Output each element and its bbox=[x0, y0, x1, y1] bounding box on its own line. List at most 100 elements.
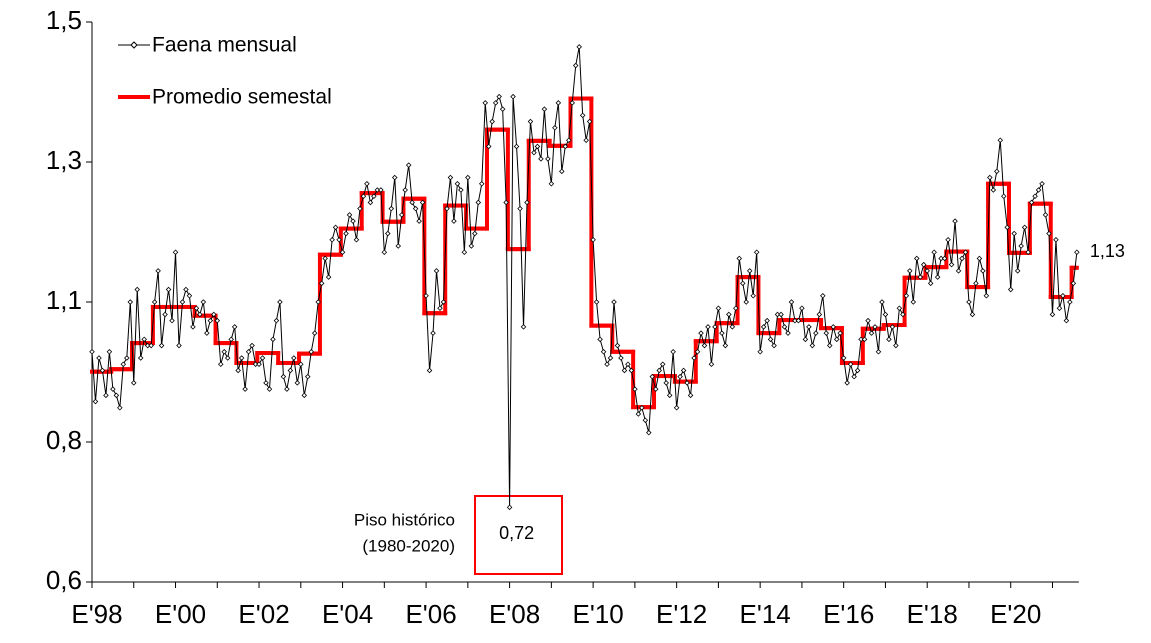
data-point bbox=[503, 199, 509, 206]
data-point bbox=[844, 380, 850, 386]
data-point bbox=[597, 336, 603, 343]
data-point bbox=[684, 380, 690, 386]
data-point bbox=[332, 224, 339, 231]
legend: Faena mensual Promedio semestal bbox=[118, 34, 332, 109]
data-point bbox=[764, 317, 770, 324]
data-point bbox=[545, 156, 551, 162]
data-point bbox=[802, 336, 809, 343]
data-point bbox=[722, 342, 729, 349]
data-point bbox=[141, 336, 147, 343]
data-point bbox=[973, 280, 979, 287]
data-point bbox=[513, 143, 520, 150]
data-point bbox=[1028, 199, 1035, 206]
data-point bbox=[451, 218, 457, 224]
annotation-box bbox=[474, 495, 563, 575]
data-point bbox=[485, 143, 492, 150]
data-point bbox=[659, 361, 666, 367]
data-point bbox=[433, 268, 440, 274]
data-point bbox=[517, 205, 523, 212]
data-point bbox=[506, 504, 513, 511]
data-point bbox=[343, 230, 349, 237]
data-point bbox=[823, 330, 830, 336]
data-point bbox=[510, 93, 516, 100]
data-point bbox=[666, 392, 673, 399]
data-point bbox=[646, 429, 652, 436]
data-point bbox=[590, 237, 596, 243]
x-tick-label: E'06 bbox=[405, 599, 456, 629]
data-point bbox=[948, 261, 955, 268]
data-point bbox=[1042, 212, 1049, 218]
data-point bbox=[694, 349, 701, 355]
data-point bbox=[238, 355, 245, 361]
data-point bbox=[1060, 293, 1066, 299]
data-point bbox=[715, 305, 722, 311]
data-point bbox=[750, 293, 756, 299]
data-point bbox=[454, 181, 461, 187]
data-point bbox=[1021, 224, 1028, 231]
data-point bbox=[465, 174, 471, 181]
data-point bbox=[204, 330, 210, 336]
data-point bbox=[336, 237, 342, 243]
data-point bbox=[472, 230, 478, 237]
data-point bbox=[1039, 181, 1045, 187]
data-point bbox=[419, 199, 426, 206]
data-point bbox=[242, 386, 248, 392]
data-point bbox=[879, 299, 885, 305]
data-point bbox=[983, 293, 990, 299]
data-point bbox=[186, 293, 193, 299]
data-point bbox=[1007, 286, 1014, 293]
data-point bbox=[280, 373, 287, 380]
data-point bbox=[743, 299, 750, 305]
data-point bbox=[868, 330, 875, 336]
data-point bbox=[976, 255, 983, 262]
data-point bbox=[642, 417, 649, 423]
data-point bbox=[318, 280, 325, 287]
data-point bbox=[586, 118, 593, 125]
data-point bbox=[440, 299, 447, 305]
data-point bbox=[614, 342, 621, 349]
data-point bbox=[910, 299, 917, 305]
data-point bbox=[315, 299, 321, 305]
data-point bbox=[381, 249, 388, 255]
data-point bbox=[398, 212, 405, 218]
data-point bbox=[656, 367, 663, 374]
data-point bbox=[781, 324, 788, 330]
data-point bbox=[256, 361, 262, 367]
data-point bbox=[917, 274, 924, 280]
data-point bbox=[705, 324, 711, 330]
data-point bbox=[565, 137, 572, 143]
data-point bbox=[604, 361, 610, 367]
data-point bbox=[211, 311, 217, 318]
data-point bbox=[677, 373, 683, 380]
data-point bbox=[820, 293, 826, 299]
data-point bbox=[221, 349, 228, 355]
data-point bbox=[193, 305, 200, 311]
data-point bbox=[785, 330, 791, 336]
data-point bbox=[541, 106, 548, 112]
data-point bbox=[482, 100, 489, 106]
data-point bbox=[1011, 230, 1017, 237]
data-point bbox=[346, 212, 353, 218]
data-point bbox=[559, 168, 565, 175]
data-point bbox=[872, 324, 878, 330]
y-tick-label: 1,1 bbox=[46, 285, 82, 315]
data-point bbox=[708, 361, 715, 367]
data-point bbox=[579, 112, 586, 119]
data-point bbox=[837, 330, 843, 336]
x-tick-label: E'16 bbox=[823, 599, 874, 629]
x-tick-label: E'08 bbox=[489, 599, 540, 629]
data-point bbox=[945, 237, 951, 243]
data-point bbox=[158, 342, 165, 349]
data-point bbox=[447, 174, 454, 181]
data-point bbox=[89, 349, 95, 355]
data-point bbox=[291, 355, 297, 361]
data-point bbox=[757, 349, 763, 355]
data-point bbox=[889, 324, 896, 330]
data-point bbox=[830, 324, 837, 330]
data-point bbox=[1049, 311, 1056, 318]
data-point bbox=[224, 355, 231, 361]
data-point bbox=[1074, 249, 1080, 255]
data-point bbox=[680, 367, 687, 374]
data-point bbox=[391, 174, 398, 181]
data-point bbox=[861, 336, 868, 343]
